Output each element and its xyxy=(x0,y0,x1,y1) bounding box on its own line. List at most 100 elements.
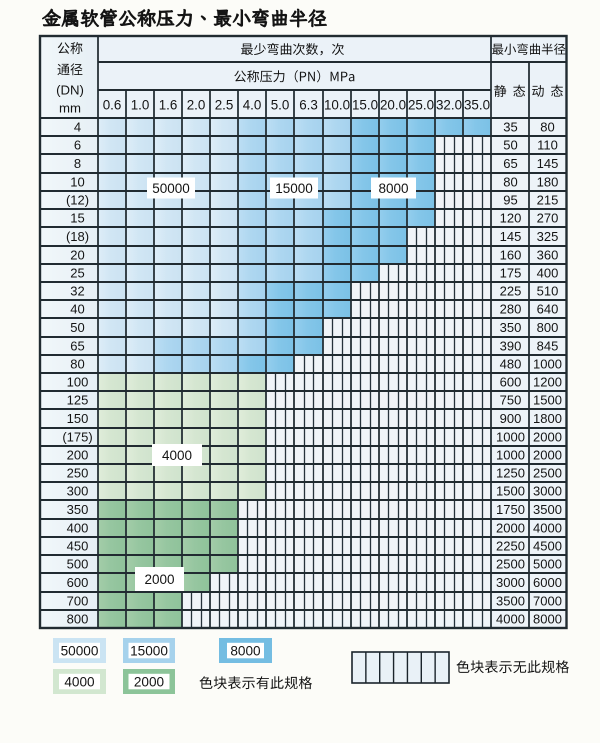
svg-text:25: 25 xyxy=(70,266,84,281)
svg-text:80: 80 xyxy=(540,120,554,135)
svg-text:280: 280 xyxy=(500,302,522,317)
svg-text:1000: 1000 xyxy=(496,448,525,463)
svg-text:4000: 4000 xyxy=(64,674,95,689)
svg-text:350: 350 xyxy=(67,502,89,517)
svg-text:640: 640 xyxy=(537,302,559,317)
svg-text:480: 480 xyxy=(500,357,522,372)
svg-text:2000: 2000 xyxy=(533,430,562,445)
svg-text:6: 6 xyxy=(74,138,81,153)
svg-text:15000: 15000 xyxy=(130,643,168,658)
svg-text:400: 400 xyxy=(67,521,89,536)
svg-text:50000: 50000 xyxy=(152,181,190,196)
svg-text:(18): (18) xyxy=(66,229,89,244)
svg-text:600: 600 xyxy=(500,375,522,390)
svg-text:80: 80 xyxy=(503,175,517,190)
svg-text:1500: 1500 xyxy=(533,393,562,408)
svg-text:1250: 1250 xyxy=(496,466,525,481)
svg-text:20.0: 20.0 xyxy=(380,97,406,112)
svg-text:3000: 3000 xyxy=(496,575,525,590)
svg-text:400: 400 xyxy=(537,266,559,281)
svg-text:1.6: 1.6 xyxy=(159,97,178,112)
svg-text:800: 800 xyxy=(67,612,89,627)
svg-text:4500: 4500 xyxy=(533,539,562,554)
svg-text:50000: 50000 xyxy=(61,643,99,658)
svg-text:325: 325 xyxy=(537,229,559,244)
svg-text:350: 350 xyxy=(500,320,522,335)
svg-text:2250: 2250 xyxy=(496,539,525,554)
svg-text:15000: 15000 xyxy=(275,181,313,196)
svg-text:215: 215 xyxy=(537,193,559,208)
svg-text:600: 600 xyxy=(67,575,89,590)
svg-text:0.6: 0.6 xyxy=(103,97,122,112)
svg-text:2.0: 2.0 xyxy=(187,97,206,112)
svg-text:175: 175 xyxy=(500,266,522,281)
svg-text:2000: 2000 xyxy=(134,674,165,689)
svg-text:2000: 2000 xyxy=(496,521,525,536)
svg-text:8000: 8000 xyxy=(533,612,562,627)
svg-text:800: 800 xyxy=(537,320,559,335)
svg-text:845: 845 xyxy=(537,339,559,354)
svg-text:125: 125 xyxy=(67,393,89,408)
svg-text:1000: 1000 xyxy=(533,357,562,372)
svg-text:4: 4 xyxy=(74,120,81,135)
svg-text:390: 390 xyxy=(500,339,522,354)
svg-text:20: 20 xyxy=(70,248,84,263)
svg-text:3000: 3000 xyxy=(533,484,562,499)
svg-text:32.0: 32.0 xyxy=(436,97,462,112)
svg-text:15.0: 15.0 xyxy=(352,97,378,112)
svg-text:2.5: 2.5 xyxy=(215,97,234,112)
svg-text:65: 65 xyxy=(503,156,517,171)
svg-text:8: 8 xyxy=(74,156,81,171)
svg-text:50: 50 xyxy=(503,138,517,153)
svg-text:7000: 7000 xyxy=(533,594,562,609)
svg-text:6000: 6000 xyxy=(533,575,562,590)
svg-text:300: 300 xyxy=(67,484,89,499)
svg-text:8000: 8000 xyxy=(378,181,408,196)
svg-text:700: 700 xyxy=(67,594,89,609)
svg-text:100: 100 xyxy=(67,375,89,390)
svg-text:2000: 2000 xyxy=(144,572,174,587)
svg-text:360: 360 xyxy=(537,248,559,263)
svg-text:4000: 4000 xyxy=(162,448,192,463)
svg-text:5000: 5000 xyxy=(533,557,562,572)
svg-text:750: 750 xyxy=(500,393,522,408)
svg-text:95: 95 xyxy=(503,193,517,208)
svg-text:10.0: 10.0 xyxy=(324,97,350,112)
svg-text:225: 225 xyxy=(500,284,522,299)
svg-text:450: 450 xyxy=(67,539,89,554)
svg-text:150: 150 xyxy=(67,411,89,426)
svg-text:10: 10 xyxy=(70,175,84,190)
svg-text:900: 900 xyxy=(500,411,522,426)
svg-text:1800: 1800 xyxy=(533,411,562,426)
svg-text:110: 110 xyxy=(537,138,558,153)
svg-text:1.0: 1.0 xyxy=(131,97,150,112)
svg-text:50: 50 xyxy=(70,320,84,335)
svg-text:1000: 1000 xyxy=(496,430,525,445)
svg-text:5.0: 5.0 xyxy=(271,97,290,112)
svg-text:15: 15 xyxy=(70,211,84,226)
svg-text:32: 32 xyxy=(70,284,84,299)
svg-text:35: 35 xyxy=(503,120,517,135)
svg-text:250: 250 xyxy=(67,466,89,481)
svg-text:145: 145 xyxy=(500,229,522,244)
svg-text:(12): (12) xyxy=(66,193,89,208)
svg-text:8000: 8000 xyxy=(230,643,261,658)
svg-text:4.0: 4.0 xyxy=(243,97,262,112)
svg-text:(DN): (DN) xyxy=(56,82,84,97)
svg-text:6.3: 6.3 xyxy=(299,97,318,112)
svg-text:4000: 4000 xyxy=(533,521,562,536)
svg-text:1200: 1200 xyxy=(533,375,562,390)
svg-text:2500: 2500 xyxy=(496,557,525,572)
svg-text:2500: 2500 xyxy=(533,466,562,481)
svg-text:25.0: 25.0 xyxy=(408,97,434,112)
svg-text:4000: 4000 xyxy=(496,612,525,627)
svg-text:40: 40 xyxy=(70,302,84,317)
svg-text:65: 65 xyxy=(70,339,84,354)
svg-text:(175): (175) xyxy=(62,430,92,445)
svg-text:120: 120 xyxy=(500,211,522,226)
svg-text:180: 180 xyxy=(537,175,559,190)
svg-text:270: 270 xyxy=(537,211,559,226)
svg-text:145: 145 xyxy=(537,156,559,171)
svg-text:510: 510 xyxy=(537,284,559,299)
svg-text:mm: mm xyxy=(59,100,81,115)
